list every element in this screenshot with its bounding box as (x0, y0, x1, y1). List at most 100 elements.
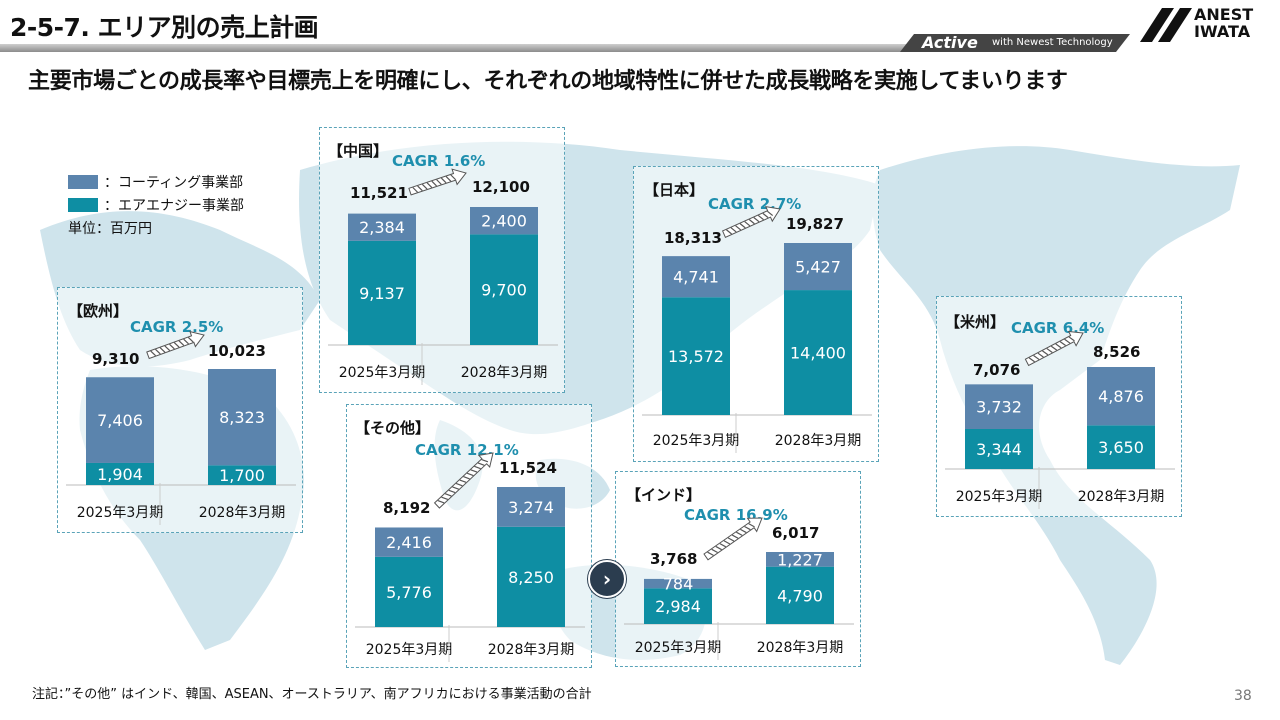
bar-value-label-coating: 2,400 (481, 212, 527, 231)
arrow-hatch (748, 219, 755, 225)
bar-coating (1087, 367, 1155, 426)
bar-coating (470, 207, 538, 235)
arrow-hatch (474, 465, 481, 470)
americas-shape (872, 146, 1240, 665)
region-title: 【欧州】 (68, 302, 129, 320)
arrow-hatch (753, 217, 760, 223)
arrow-hatch (417, 185, 423, 192)
bar-coating (766, 552, 834, 567)
arrow-hatch (159, 347, 166, 353)
total-label-2028: 12,100 (472, 178, 530, 196)
region-panel-japan: 【日本】 CAGR 2.7% 18,313 19,827 13,572 4,741… (633, 166, 879, 462)
region-panel-china: 【中国】 CAGR 1.6% 11,521 12,100 9,137 2,384 2… (319, 127, 565, 393)
bar-value-label-coating: 2,384 (359, 218, 405, 237)
arrow-hatch (735, 225, 742, 231)
footnote: 注記：”その他” はインド、韓国、ASEAN、オーストラリア、南アフリカにおける… (32, 687, 592, 702)
category-label: 2028年3月期 (488, 642, 575, 658)
arrow-hatch (1059, 341, 1066, 346)
arrow-hatch (1055, 343, 1062, 349)
arrow-hatch (437, 499, 445, 504)
bar-air-energy (86, 462, 154, 485)
bar-coating (348, 213, 416, 241)
legend-label-coating: ：コーティング事業部 (104, 175, 244, 191)
bar-coating (965, 384, 1033, 429)
bar-air-energy (497, 526, 565, 627)
bar-air-energy (470, 234, 538, 345)
bar-coating (644, 578, 712, 589)
arrow-hatch (723, 540, 731, 545)
arrow-hatch (431, 180, 437, 187)
logo-line-1: ANEST (1194, 5, 1254, 24)
region-title: 【インド】 (626, 486, 702, 504)
category-label: 2028年3月期 (461, 365, 548, 381)
arrow-hatch (719, 543, 727, 548)
legend-item-coating: ：コーティング事業部 (68, 172, 244, 192)
tagline-text: with Newest Technology (992, 37, 1113, 48)
arrow-hatch (178, 340, 185, 346)
bar-value-label-air-energy: 8,250 (508, 568, 554, 587)
bar-value-label-coating: 8,323 (219, 408, 265, 427)
bar-value-label-coating: 2,416 (386, 533, 432, 552)
cagr-label: CAGR 1.6% (392, 152, 486, 170)
bar-value-label-air-energy: 3,650 (1098, 438, 1144, 457)
region-chart-europe: 1,904 7,406 2025年3月期 1,700 8,323 2028年3月期 (66, 330, 296, 525)
arrow-hatch (421, 183, 428, 190)
region-panel-europe: 【欧州】 CAGR 2.5% 9,310 10,023 1,904 7,406 20… (57, 287, 303, 533)
arrow-hatch (445, 176, 452, 182)
arrow-hatch (731, 534, 739, 539)
category-label: 2025年3月期 (366, 642, 453, 658)
unit-label: 単位：百万円 (68, 221, 152, 237)
arrow-hatch (448, 489, 456, 494)
arrow-hatch (1046, 348, 1053, 353)
total-label-2028: 11,524 (499, 459, 557, 477)
page-header: 2-5-7. エリア別の売上計画 Active with Newest Tech… (0, 0, 1280, 56)
arrow-shape (408, 168, 467, 196)
total-label-2025: 3,768 (650, 550, 698, 568)
category-label: 2025年3月期 (339, 365, 426, 381)
chevron-right-icon: › (602, 567, 612, 591)
bar-air-energy (784, 290, 852, 415)
arrow-hatch (726, 229, 732, 235)
arrow-hatch (740, 528, 747, 534)
total-label-2025: 9,310 (92, 350, 140, 368)
category-label: 2025年3月期 (956, 489, 1043, 505)
bar-value-label-coating: 7,406 (97, 411, 143, 430)
total-label-2025: 11,521 (350, 184, 408, 202)
arrow-hatch (711, 548, 718, 554)
growth-arrow-icon (1024, 330, 1084, 367)
arrow-hatch (762, 212, 769, 219)
growth-arrow-icon (408, 168, 467, 196)
bar-value-label-coating: 5,427 (795, 258, 841, 277)
arrow-hatch (744, 525, 751, 531)
category-label: 2025年3月期 (635, 640, 722, 656)
arrow-shape (703, 517, 763, 561)
total-label-2028: 6,017 (772, 524, 820, 542)
arrow-hatch (1050, 345, 1058, 351)
bar-coating (86, 377, 154, 463)
region-chart-americas: 3,344 3,732 2025年3月期 3,650 4,876 2028年3月期 (945, 330, 1175, 509)
bar-coating (497, 487, 565, 527)
arrow-hatch (727, 537, 735, 542)
arrow-hatch (1037, 352, 1044, 358)
company-logo: ANEST IWATA (1140, 6, 1270, 44)
bar-value-label-air-energy: 1,904 (97, 465, 143, 484)
bar-value-label-coating: 4,741 (673, 268, 719, 287)
arrow-hatch (736, 531, 743, 536)
category-label: 2028年3月期 (775, 433, 862, 449)
bar-air-energy (965, 428, 1033, 469)
total-label-2028: 19,827 (786, 215, 844, 233)
arrow-hatch (463, 476, 470, 480)
region-title: 【その他】 (355, 419, 431, 437)
page-title: 2-5-7. エリア別の売上計画 (10, 13, 319, 42)
next-arrow-button[interactable]: › (588, 560, 626, 598)
legend-swatch-air-energy (68, 198, 98, 212)
bar-value-label-air-energy: 4,790 (777, 586, 823, 605)
bar-value-label-air-energy: 3,344 (976, 440, 1022, 459)
arrow-hatch (477, 462, 485, 466)
bar-coating (784, 243, 852, 291)
total-label-2028: 8,526 (1093, 343, 1141, 361)
arrow-hatch (459, 479, 467, 483)
legend: ：コーティング事業部 ：エアエナジー事業部 単位：百万円 (68, 172, 244, 238)
category-label: 2025年3月期 (653, 433, 740, 449)
bar-value-label-coating: 3,732 (976, 398, 1022, 417)
